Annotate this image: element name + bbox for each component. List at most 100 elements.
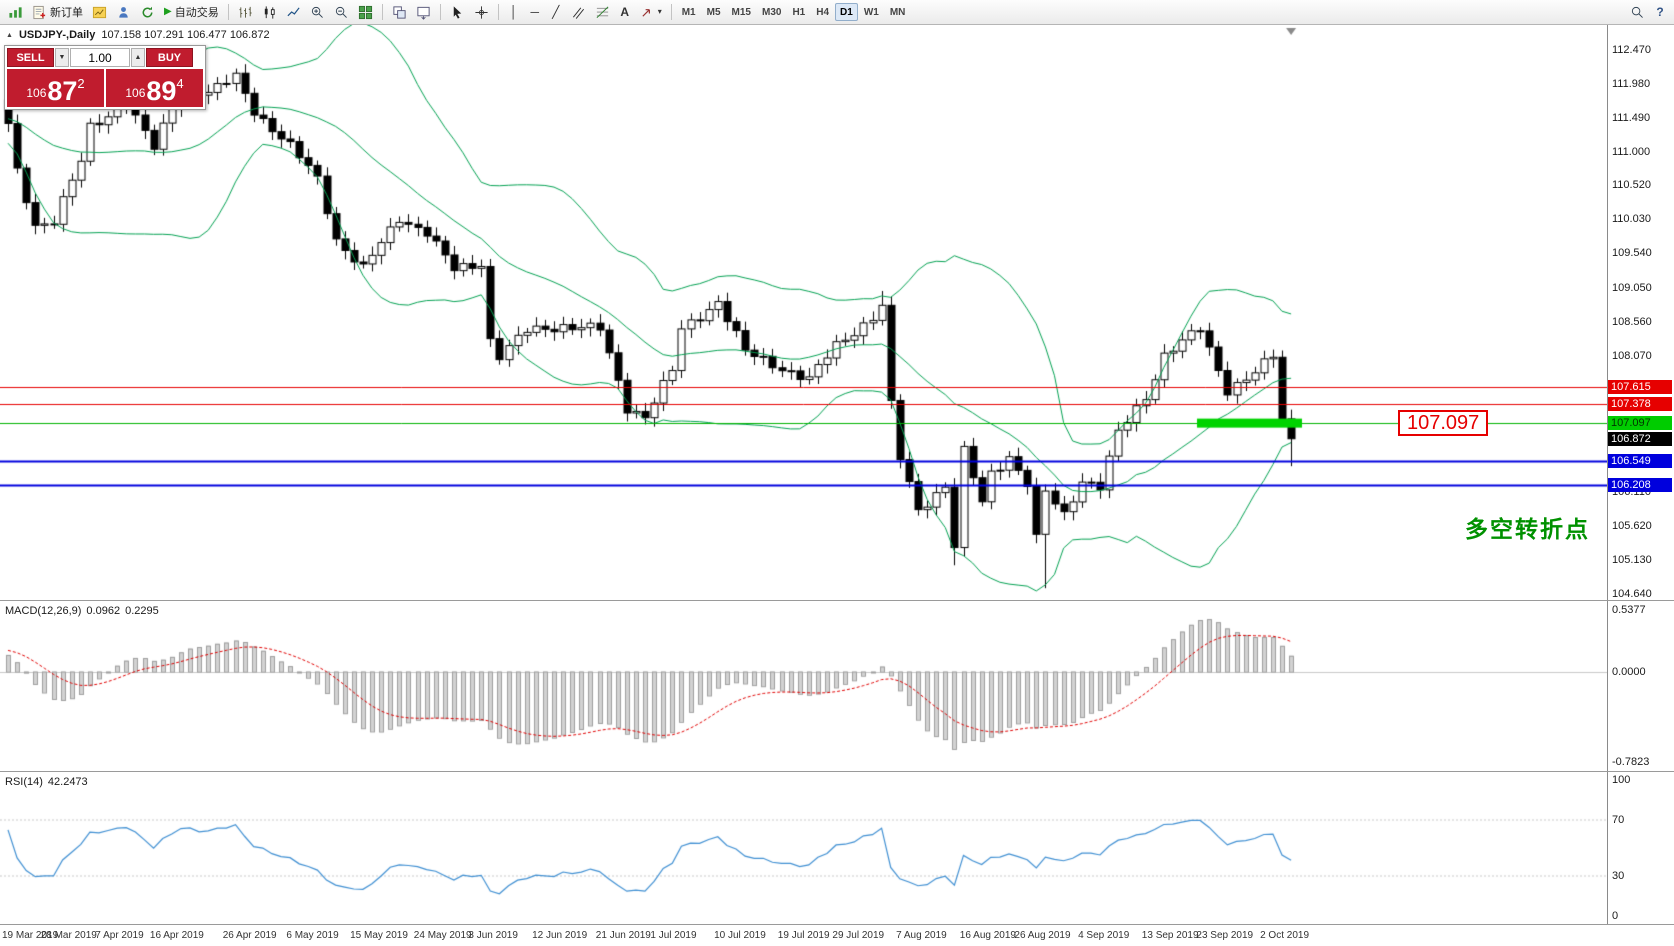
date-axis-label: 7 Aug 2019 xyxy=(896,930,947,941)
navigator-button[interactable] xyxy=(112,2,135,22)
symbol-info: ▲ USDJPY-,Daily 107.158 107.291 106.477 … xyxy=(6,29,270,41)
price-level-tag: 106.549 xyxy=(1608,454,1672,469)
cascade-windows-icon xyxy=(393,5,406,19)
date-axis-label: 29 Jul 2019 xyxy=(832,930,885,941)
rsi-axis-label: 100 xyxy=(1612,774,1631,786)
toolbar-separator xyxy=(497,4,499,20)
sell-button[interactable]: SELL xyxy=(7,48,54,67)
price-axis[interactable] xyxy=(1607,25,1674,924)
price-level-tag: 107.097 xyxy=(1608,416,1672,431)
tile-windows-button[interactable] xyxy=(354,2,377,22)
volume-input[interactable] xyxy=(70,48,130,67)
date-axis-label: 3 Jun 2019 xyxy=(468,930,518,941)
toolbar-separator xyxy=(439,4,441,20)
symbol-title: USDJPY-,Daily xyxy=(18,29,96,41)
timeframe-button-d1[interactable]: D1 xyxy=(835,3,858,21)
price-axis-label: 108.070 xyxy=(1612,349,1652,362)
main-chart-canvas[interactable] xyxy=(0,25,1607,600)
price-axis-label: 108.560 xyxy=(1612,315,1652,328)
cascade-windows-button[interactable] xyxy=(388,2,411,22)
zoom-in-button[interactable] xyxy=(306,2,329,22)
market-watch-button[interactable] xyxy=(88,2,111,22)
rsi-name: RSI(14) xyxy=(5,776,43,788)
vertical-line-tool-button[interactable]: │ xyxy=(504,2,524,22)
channel-tool-button[interactable] xyxy=(567,2,590,22)
timeframe-button-h1[interactable]: H1 xyxy=(787,3,810,21)
cursor-icon xyxy=(453,5,461,19)
date-axis-label: 2 Oct 2019 xyxy=(1260,930,1310,941)
panel-separator[interactable] xyxy=(0,600,1674,601)
refresh-button[interactable] xyxy=(136,2,159,22)
one-click-trading-panel: SELL ▼ ▲ BUY 106 87 2 106 89 4 xyxy=(4,45,206,110)
auto-trading-button[interactable]: ▶ 自动交易 xyxy=(160,2,223,22)
candlestick-mode-button[interactable] xyxy=(258,2,281,22)
help-button[interactable]: ? xyxy=(1650,2,1670,22)
macd-axis-label: 0.0000 xyxy=(1612,665,1646,678)
timeframe-button-m5[interactable]: M5 xyxy=(702,3,726,21)
timeframe-button-w1[interactable]: W1 xyxy=(859,3,884,21)
zoom-in-icon xyxy=(311,6,323,18)
rsi-panel-canvas[interactable] xyxy=(0,773,1607,923)
toolbar-separator xyxy=(381,4,383,20)
sell-price-button[interactable]: 106 87 2 xyxy=(7,69,104,107)
bar-chart-icon xyxy=(239,6,252,18)
timeframe-group: M1 M5 M15 M30 H1 H4 D1 W1 MN xyxy=(677,3,911,21)
date-axis-label: 4 Sep 2019 xyxy=(1078,930,1130,941)
trendline-icon: ╱ xyxy=(552,5,560,19)
macd-panel-canvas[interactable] xyxy=(0,602,1607,770)
buy-price-button[interactable]: 106 89 4 xyxy=(106,69,203,107)
line-chart-icon xyxy=(287,6,300,16)
date-axis-label: 1 Jul 2019 xyxy=(650,930,697,941)
date-axis-label: 28 Mar 2019 xyxy=(40,930,97,941)
buy-button[interactable]: BUY xyxy=(146,48,193,67)
date-axis-label: 23 Sep 2019 xyxy=(1196,930,1254,941)
macd-signal-value: 0.2295 xyxy=(125,605,159,617)
horizontal-line-tool-button[interactable]: ─ xyxy=(525,2,545,22)
macd-label: MACD(12,26,9) 0.0962 0.2295 xyxy=(5,605,159,617)
date-axis-label: 16 Apr 2019 xyxy=(149,930,204,941)
price-axis-label: 104.640 xyxy=(1612,587,1652,600)
timeframe-button-m30[interactable]: M30 xyxy=(757,3,786,21)
volume-increase-button[interactable]: ▲ xyxy=(131,48,145,67)
timeframe-button-h4[interactable]: H4 xyxy=(811,3,834,21)
panel-separator[interactable] xyxy=(0,771,1674,772)
new-chart-button[interactable] xyxy=(4,2,27,22)
date-axis-label: 16 Aug 2019 xyxy=(959,930,1016,941)
ohlc-readout: 107.158 107.291 106.477 106.872 xyxy=(101,29,270,41)
crosshair-tool-button[interactable] xyxy=(470,2,493,22)
search-button[interactable] xyxy=(1626,2,1649,22)
rsi-axis-label: 0 xyxy=(1612,910,1619,922)
arrows-tool-button[interactable]: ▾ xyxy=(636,2,666,22)
price-axis-label: 109.050 xyxy=(1612,281,1652,294)
new-chart-icon xyxy=(9,6,22,18)
auto-trading-label: 自动交易 xyxy=(174,7,219,19)
line-chart-mode-button[interactable] xyxy=(282,2,305,22)
chart-expander-icon[interactable]: ▲ xyxy=(6,31,13,39)
timeframe-button-mn[interactable]: MN xyxy=(885,3,911,21)
fibonacci-tool-button[interactable] xyxy=(591,2,614,22)
toolbar-separator xyxy=(227,4,229,20)
bar-chart-mode-button[interactable] xyxy=(234,2,257,22)
trendline-tool-button[interactable]: ╱ xyxy=(546,2,566,22)
arrange-windows-button[interactable] xyxy=(412,2,435,22)
sell-price-pips: 87 xyxy=(47,76,78,106)
date-axis[interactable]: 19 Mar 2019 28 Mar 2019 7 Apr 2019 16 Apr 2… xyxy=(0,926,1674,946)
price-level-callout[interactable]: 107.097 xyxy=(1398,410,1489,437)
timeframe-button-m1[interactable]: M1 xyxy=(677,3,701,21)
date-axis-label: 26 Apr 2019 xyxy=(222,930,277,941)
timeframe-button-m15[interactable]: M15 xyxy=(727,3,756,21)
vertical-line-icon: │ xyxy=(509,5,518,19)
zoom-out-button[interactable] xyxy=(330,2,353,22)
chart-annotation-text[interactable]: 多空转折点 xyxy=(1465,516,1590,542)
price-level-tag: 107.378 xyxy=(1608,396,1672,411)
cursor-tool-button[interactable] xyxy=(446,2,469,22)
new-order-button[interactable]: 新订单 xyxy=(28,2,87,22)
volume-decrease-button[interactable]: ▼ xyxy=(55,48,69,67)
buy-price-point: 4 xyxy=(176,76,184,91)
price-level-tag: 106.208 xyxy=(1608,477,1672,492)
zoom-out-icon xyxy=(335,6,347,18)
price-axis-label: 110.030 xyxy=(1612,213,1651,226)
text-tool-button[interactable]: A xyxy=(615,2,635,22)
rsi-axis-label: 70 xyxy=(1612,814,1625,826)
